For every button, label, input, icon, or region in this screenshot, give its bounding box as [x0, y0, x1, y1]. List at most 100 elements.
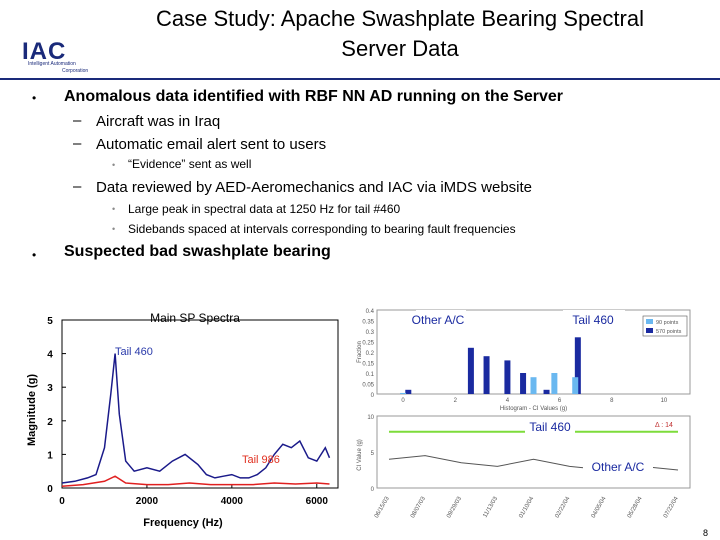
sub-sub-bullet-peak: Large peak in spectral data at 1250 Hz f… — [128, 202, 401, 216]
histogram-bar — [405, 389, 412, 394]
ci-other-ac-label: Other A/C — [592, 460, 645, 474]
spectra-plot-frame — [61, 319, 339, 489]
ci-y-tick-label: 5 — [371, 451, 375, 457]
spectra-x-tick-label: 6000 — [306, 496, 329, 507]
ci-x-tick-label: 09/29/03 — [446, 495, 463, 519]
ci-y-label: CI Value (g) — [357, 439, 363, 471]
spectra-y-tick-label: 2 — [47, 417, 53, 428]
histogram-y-tick-label: 0.3 — [366, 330, 375, 336]
histogram-bar — [483, 356, 490, 394]
small-bullet-marker: • — [112, 224, 116, 234]
histogram-bar — [572, 377, 579, 394]
spectra-series-line — [61, 475, 330, 488]
ci-x-tick-label: 02/22/04 — [554, 495, 571, 519]
small-bullet-marker: • — [112, 204, 116, 214]
logo-sub2: Corporation — [62, 68, 89, 74]
slide-title-line1: Case Study: Apache Swashplate Bearing Sp… — [156, 6, 644, 31]
other-ac-label: Other A/C — [412, 313, 465, 327]
bullet-marker: • — [32, 248, 37, 262]
tail-460-hist-label-bg — [563, 310, 625, 330]
sub-bullet-iraq: Aircraft was in Iraq — [96, 113, 221, 130]
ci-other-ac-label-bg — [583, 458, 653, 474]
spectra-chart: Main SP Spectra Frequency (Hz) Magnitude… — [26, 311, 339, 529]
ci-x-tick-label: 07/22/04 — [663, 495, 680, 519]
bullet-anomalous: Anomalous data identified with RBF NN AD… — [64, 88, 563, 105]
slide-title-line2: Server Data — [341, 36, 459, 61]
histogram-y-tick-label: 0.15 — [362, 362, 374, 368]
ci-x-tick-label: 11/13/03 — [482, 495, 499, 518]
bullet-bearing: Suspected bad swashplate bearing — [64, 243, 331, 260]
spectra-x-tick-label: 4000 — [221, 496, 244, 507]
histogram-x-tick-label: 2 — [454, 398, 458, 404]
page-number: 8 — [702, 528, 708, 538]
spectra-x-tick-label: 0 — [59, 496, 65, 507]
ci-tail-460-label: Tail 460 — [529, 420, 571, 434]
legend-label-570: 570 points — [656, 329, 682, 335]
small-bullet-marker: • — [112, 160, 116, 170]
tail-986-label: Tail 986 — [242, 454, 280, 466]
ci-frame — [376, 415, 691, 489]
ci-x-tick-label: 06/15/03 — [374, 495, 391, 519]
logo-sub1: Intelligent Automation — [28, 61, 76, 67]
histogram-bar — [400, 392, 407, 394]
ci-y-tick-label: 10 — [367, 415, 374, 421]
iac-logo: IAC Intelligent Automation Corporation — [22, 38, 102, 78]
sub-bullet-imds: Data reviewed by AED-Aeromechanics and I… — [96, 179, 533, 196]
ci-x-tick-label: 04/05/04 — [591, 495, 608, 519]
histogram-chart: 0 0.05 0.1 0.15 0.2 0.25 0.3 0.35 0.4 0 2 4 6 8 10 Hist… — [357, 309, 691, 412]
histogram-bar — [504, 360, 511, 394]
legend-label-90: 90 points — [656, 320, 679, 326]
histogram-y-tick-label: 0.05 — [362, 383, 374, 389]
logo-text: IAC — [22, 38, 67, 65]
spectra-x-label: Frequency (Hz) — [143, 517, 223, 529]
sub-sub-bullet-evidence: “Evidence” sent as well — [128, 157, 252, 171]
spectra-x-tick-label: 2000 — [136, 496, 159, 507]
tail-460-hist-label: Tail 460 — [572, 313, 614, 327]
spectra-y-tick-label: 0 — [47, 484, 53, 495]
ci-x-tick-label: 08/07/03 — [410, 495, 427, 519]
histogram-x-tick-label: 10 — [661, 398, 668, 404]
histogram-x-tick-label: 0 — [401, 398, 405, 404]
histogram-y-tick-label: 0.25 — [362, 341, 374, 347]
histogram-y-label: Fraction — [357, 341, 363, 363]
histogram-bar — [551, 373, 558, 394]
histogram-x-label: Histogram - CI Values (g) — [500, 406, 567, 412]
dash-marker: – — [73, 135, 82, 152]
spectra-y-tick-label: 4 — [47, 350, 53, 361]
histogram-x-tick-label: 4 — [506, 398, 510, 404]
other-ac-label-bg — [416, 310, 466, 350]
spectra-y-tick-label: 5 — [47, 316, 53, 327]
histogram-x-tick-label: 8 — [610, 398, 614, 404]
ci-x-tick-label: 01/10/04 — [518, 495, 535, 519]
histogram-bar — [543, 389, 550, 394]
dash-marker: – — [73, 112, 82, 129]
histogram-bar — [574, 337, 581, 394]
spectra-y-tick-label: 3 — [47, 383, 53, 394]
ci-y-tick-label: 0 — [371, 487, 375, 493]
histogram-y-tick-label: 0.1 — [366, 372, 375, 378]
sub-bullet-email: Automatic email alert sent to users — [96, 136, 327, 153]
ci-x-tick-label: 05/28/04 — [627, 495, 644, 519]
histogram-legend — [642, 315, 688, 337]
slide-title: Case Study: Apache Swashplate Bearing Sp… — [100, 4, 700, 64]
spectra-chart-title: Main SP Spectra — [150, 311, 240, 325]
tail-460-label: Tail 460 — [115, 346, 153, 358]
sub-sub-bullet-sidebands: Sidebands spaced at intervals correspond… — [128, 222, 516, 236]
header-divider — [0, 78, 720, 80]
dash-marker: – — [73, 178, 82, 195]
histogram-y-tick-label: 0.4 — [366, 309, 375, 315]
legend-swatch-570 — [646, 328, 653, 333]
histogram-bar — [467, 347, 474, 394]
histogram-y-tick-label: 0 — [371, 393, 375, 399]
histogram-bar — [520, 373, 527, 394]
legend-swatch-90 — [646, 319, 653, 324]
spectra-y-tick-label: 1 — [47, 450, 53, 461]
bullet-marker: • — [32, 91, 37, 105]
histogram-x-tick-label: 6 — [558, 398, 562, 404]
spectra-y-label: Magnitude (g) — [26, 374, 38, 446]
histogram-y-tick-label: 0.35 — [362, 320, 374, 326]
histogram-bar — [530, 377, 537, 394]
ci-delta-label: Δ : 14 — [655, 422, 673, 429]
histogram-y-tick-label: 0.2 — [366, 351, 375, 357]
spectra-series-line — [61, 353, 331, 484]
